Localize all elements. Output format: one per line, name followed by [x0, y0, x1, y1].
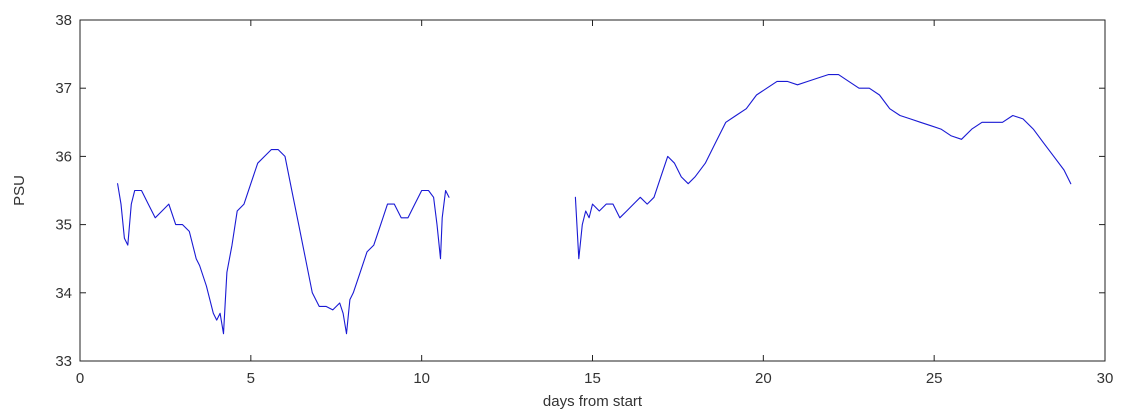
- x-tick-label: 20: [755, 370, 772, 387]
- x-tick-label: 5: [247, 370, 255, 387]
- y-axis: 33 34 35 36 37 38: [55, 12, 1105, 370]
- x-tick-label: 10: [413, 370, 430, 387]
- salinity-line-segment-1: [117, 149, 450, 335]
- y-tick-label: 35: [55, 217, 72, 234]
- plot-area-frame: [79, 19, 1106, 362]
- series-layer: [117, 74, 1072, 335]
- x-tick-label: 0: [76, 370, 84, 387]
- y-tick-label: 33: [55, 353, 72, 370]
- x-axis: 0 5 10 15 20 25 30: [76, 20, 1114, 387]
- y-tick-label: 36: [55, 148, 72, 165]
- x-axis-label: days from start: [543, 393, 643, 410]
- y-tick-label: 38: [55, 12, 72, 29]
- salinity-line-segment-2: [574, 74, 1072, 260]
- y-tick-label: 37: [55, 80, 72, 97]
- x-tick-label: 30: [1097, 370, 1114, 387]
- x-tick-label: 15: [584, 370, 601, 387]
- x-tick-label: 25: [926, 370, 943, 387]
- y-tick-label: 34: [55, 285, 72, 302]
- y-axis-label: PSU: [11, 175, 28, 206]
